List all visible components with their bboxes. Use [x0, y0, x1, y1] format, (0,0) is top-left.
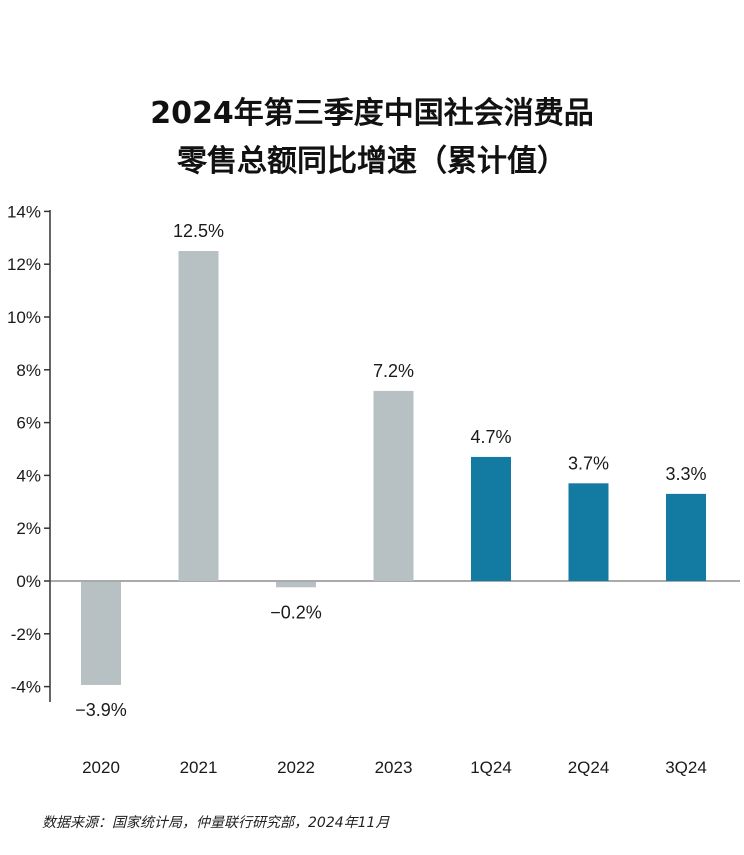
bar [276, 582, 316, 588]
category-label: 1Q24 [470, 758, 512, 777]
data-label: 7.2% [373, 361, 414, 381]
bar [471, 456, 511, 581]
y-tick-label: 4% [16, 466, 41, 485]
y-tick-label: -2% [11, 625, 41, 644]
y-tick-label: 8% [16, 361, 41, 380]
data-label: 3.3% [665, 464, 706, 484]
y-tick-label: 6% [16, 414, 41, 433]
category-label: 2021 [180, 758, 218, 777]
data-label: 12.5% [173, 221, 224, 241]
chart-title-line-2: 零售总额同比增速（累计值） [177, 144, 567, 179]
category-label: 3Q24 [665, 758, 707, 777]
chart-title-line-1: 2024年第三季度中国社会消费品 [150, 96, 594, 131]
y-tick-label: 10% [7, 308, 41, 327]
bar [373, 390, 414, 581]
bar [81, 582, 121, 685]
source-note: 数据来源：国家统计局，仲量联行研究部，2024年11月 [42, 815, 390, 831]
y-tick-label: 12% [7, 255, 41, 274]
y-tick-label: -4% [11, 678, 41, 697]
data-label: 4.7% [470, 427, 511, 447]
bar-chart: -4% -2% 0% 2% 4% 6% 8% 10% 12% 14% −3.9% 2020 12.5% 2… [7, 202, 740, 777]
data-label: −3.9% [75, 700, 127, 720]
category-label: 2Q24 [568, 758, 610, 777]
y-tick-label: 14% [7, 202, 41, 221]
y-tick-label: 2% [16, 519, 41, 538]
y-tick-label: 0% [16, 572, 41, 591]
category-label: 2020 [82, 758, 120, 777]
data-label: 3.7% [568, 453, 609, 473]
bar [568, 483, 609, 581]
data-label: −0.2% [270, 602, 322, 622]
bar [178, 251, 219, 581]
category-label: 2023 [375, 758, 413, 777]
bar [666, 493, 706, 581]
category-label: 2022 [277, 758, 315, 777]
